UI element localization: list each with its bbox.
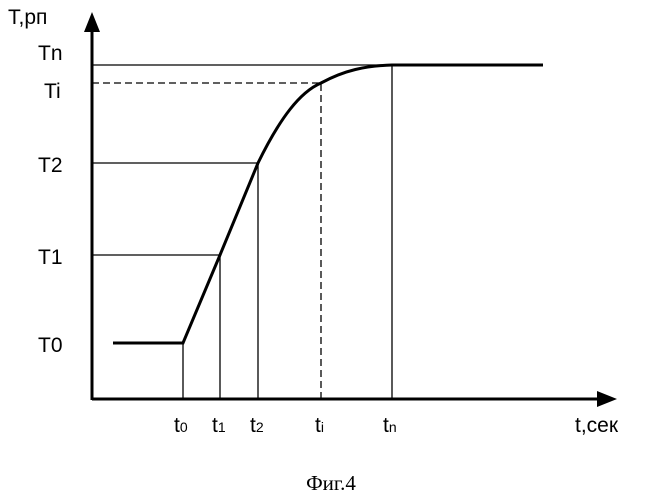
- x-mark-label: t2: [250, 414, 264, 437]
- y-level-label: T0: [38, 334, 63, 357]
- x-axis-label: t,сек: [575, 414, 619, 437]
- x-mark-label: t0: [174, 414, 188, 437]
- y-arrow: [84, 12, 100, 32]
- x-mark-label: tn: [383, 414, 397, 437]
- x-mark-label: t1: [212, 414, 226, 437]
- y-level-label: T2: [38, 154, 63, 177]
- y-level-label: Ti: [44, 80, 61, 103]
- diagram: T,рп t,сек Tn Ti T2 T1 T0 t0 t1 t2 ti tn…: [0, 0, 663, 500]
- y-level-label: Tn: [38, 42, 63, 65]
- y-axis-label: T,рп: [8, 6, 47, 29]
- curve: [113, 65, 543, 343]
- x-arrow: [597, 391, 617, 407]
- x-mark-label: ti: [315, 414, 324, 437]
- caption: Фиг.4: [306, 471, 356, 495]
- y-level-label: T1: [38, 246, 63, 269]
